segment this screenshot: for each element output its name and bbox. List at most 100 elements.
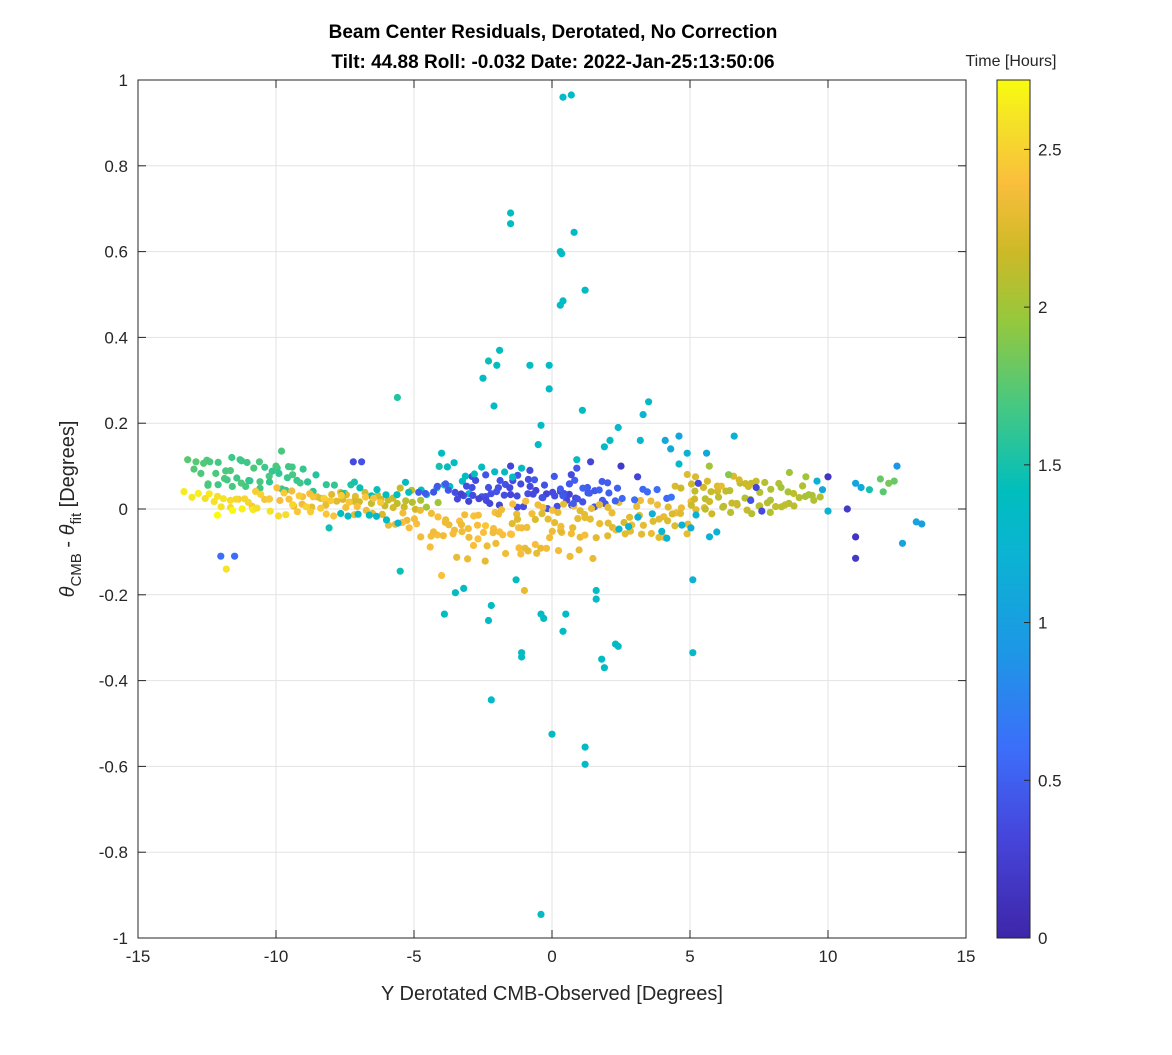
data-point [402,497,410,505]
data-point [595,501,604,509]
data-point [852,533,860,541]
data-point [219,495,227,503]
data-point [378,510,386,518]
colorbar [996,79,1031,939]
x-axis-label: Y Derotated CMB-Observed [Degrees] [381,983,723,1005]
data-point [507,530,516,539]
data-point [857,483,865,492]
y-tick-label: -0.4 [99,672,128,691]
data-point [231,552,239,560]
data-point [499,531,507,539]
data-point [353,503,361,511]
data-point [687,501,695,509]
data-point [474,511,482,519]
data-point [614,642,622,650]
data-point [289,501,297,509]
data-point [507,209,515,217]
data-point [824,507,832,515]
data-point [558,250,566,258]
data-point [233,474,241,482]
data-point [345,498,353,506]
y-ticks: -1 -0.8 -0.6 -0.4 -0.2 0 0.2 0.4 0.6 0.8 1 [99,71,966,948]
data-point [699,483,708,491]
y-tick-label: 0.4 [104,328,128,347]
data-point [559,93,567,101]
data-point [689,649,697,657]
data-point [569,524,577,532]
data-points [180,91,926,919]
data-point [509,500,517,508]
data-point [438,571,446,580]
data-point [885,479,893,487]
data-point [676,509,685,518]
data-point [559,627,567,635]
data-point [405,488,413,496]
data-point [444,486,452,494]
data-point [661,436,669,444]
data-point [726,487,734,495]
data-point [396,484,404,492]
data-point [274,512,283,520]
data-point [560,500,568,508]
data-point [483,542,491,550]
chart-subtitle: Tilt: 44.88 Roll: -0.032 Date: 2022-Jan-… [331,52,774,73]
data-point [586,515,594,523]
data-point [531,540,539,549]
data-point [581,286,589,294]
data-point [719,503,727,511]
data-point [638,530,646,538]
data-point [784,488,792,496]
data-point [486,499,494,508]
colorbar-tick-label: 1.5 [1038,456,1062,475]
data-point [400,503,408,511]
data-point [507,220,515,228]
data-point [194,489,202,497]
data-point [818,486,827,494]
y-tick-label: -1 [113,929,128,948]
data-point [228,506,237,514]
data-point [554,508,562,516]
data-point [701,505,709,513]
data-point [790,502,798,510]
data-point [589,554,597,563]
data-point [470,470,478,478]
data-point [573,495,582,503]
data-point [898,539,907,547]
data-point [671,482,679,490]
data-point [592,595,600,603]
data-point [458,528,466,536]
data-point [265,478,274,486]
data-point [730,432,738,440]
data-point [571,476,579,484]
data-point [492,488,501,496]
data-point [205,490,213,498]
data-point [320,494,328,502]
x-tick-label: 10 [819,947,838,966]
data-point [747,496,755,504]
data-point [285,495,293,503]
y-label-sub-2: fit [68,512,85,525]
data-point [667,493,675,501]
data-point [605,489,613,497]
data-point [307,508,315,516]
data-point [655,533,663,542]
data-point [487,490,495,498]
data-point [327,497,335,505]
data-point [453,495,461,503]
data-point [663,534,671,542]
data-point [517,550,525,558]
data-point [545,385,553,393]
data-point [636,496,645,505]
data-point [478,463,486,471]
data-point [309,493,317,501]
data-point [501,468,509,476]
data-point [265,472,273,480]
y-label-units: [Degrees] [57,421,79,513]
data-point [250,464,258,472]
data-point [350,478,358,486]
data-point [683,530,691,538]
data-point [553,502,561,510]
data-point [373,486,381,494]
data-point [451,589,459,597]
data-point [879,488,887,496]
